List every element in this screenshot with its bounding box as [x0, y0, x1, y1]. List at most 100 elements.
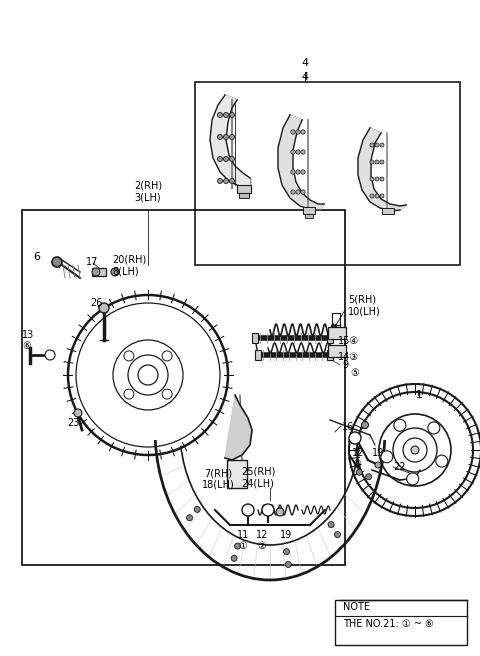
- Bar: [22, 210, 345, 565]
- Bar: [255, 350, 261, 360]
- Circle shape: [217, 178, 223, 184]
- Circle shape: [428, 422, 440, 434]
- Circle shape: [301, 150, 305, 154]
- Bar: [239, 193, 249, 198]
- Circle shape: [224, 134, 228, 140]
- Polygon shape: [225, 395, 252, 460]
- Circle shape: [361, 422, 369, 428]
- Circle shape: [285, 562, 291, 567]
- Text: 14③: 14③: [338, 352, 359, 362]
- Bar: [305, 214, 313, 218]
- Bar: [92, 268, 106, 276]
- Bar: [195, 82, 460, 265]
- Circle shape: [296, 150, 300, 154]
- Circle shape: [291, 190, 295, 194]
- Circle shape: [375, 160, 379, 164]
- Circle shape: [380, 194, 384, 198]
- Bar: [328, 345, 346, 357]
- Polygon shape: [210, 95, 250, 188]
- Text: NOTE: NOTE: [343, 602, 370, 612]
- Circle shape: [370, 194, 374, 198]
- Circle shape: [370, 177, 374, 181]
- Text: 4: 4: [301, 72, 309, 82]
- Bar: [327, 333, 333, 343]
- Circle shape: [380, 143, 384, 147]
- Bar: [252, 333, 258, 343]
- Circle shape: [276, 508, 284, 516]
- Circle shape: [224, 112, 228, 117]
- Circle shape: [224, 178, 228, 184]
- Circle shape: [375, 177, 379, 181]
- Polygon shape: [278, 115, 324, 210]
- Text: 1: 1: [416, 390, 423, 400]
- Text: 19: 19: [372, 448, 384, 458]
- Circle shape: [335, 531, 340, 537]
- Text: 13
⑥: 13 ⑥: [22, 330, 34, 351]
- Text: 12
②: 12 ②: [352, 448, 364, 469]
- Circle shape: [436, 455, 448, 467]
- Circle shape: [291, 130, 295, 134]
- Text: 5(RH)
10(LH): 5(RH) 10(LH): [348, 295, 381, 316]
- Circle shape: [366, 474, 372, 480]
- Circle shape: [380, 160, 384, 164]
- Circle shape: [411, 446, 419, 454]
- Circle shape: [231, 555, 237, 562]
- Circle shape: [356, 469, 362, 475]
- Bar: [237, 185, 251, 193]
- Circle shape: [52, 257, 62, 267]
- Circle shape: [194, 506, 200, 512]
- Circle shape: [229, 112, 235, 117]
- Text: 2(RH)
3(LH): 2(RH) 3(LH): [134, 181, 162, 202]
- Text: 6: 6: [33, 252, 40, 262]
- Bar: [327, 350, 333, 360]
- Circle shape: [124, 389, 134, 399]
- Circle shape: [217, 134, 223, 140]
- Text: 9: 9: [342, 360, 348, 370]
- Circle shape: [92, 268, 100, 276]
- Bar: [227, 460, 247, 488]
- Circle shape: [187, 515, 192, 521]
- Circle shape: [301, 190, 305, 194]
- Bar: [382, 208, 394, 214]
- Circle shape: [407, 473, 419, 485]
- Text: 23: 23: [67, 418, 79, 428]
- Circle shape: [291, 170, 295, 174]
- Circle shape: [301, 130, 305, 134]
- Text: THE NO.21: ① ~ ⑥: THE NO.21: ① ~ ⑥: [343, 619, 434, 629]
- Circle shape: [99, 303, 109, 313]
- Circle shape: [296, 130, 300, 134]
- Circle shape: [162, 389, 172, 399]
- Text: 19: 19: [280, 530, 292, 540]
- Text: ⑤: ⑤: [350, 368, 359, 378]
- Circle shape: [229, 134, 235, 140]
- Text: 22: 22: [393, 462, 406, 472]
- Circle shape: [375, 143, 379, 147]
- Circle shape: [296, 170, 300, 174]
- Text: 25(RH)
24(LH): 25(RH) 24(LH): [241, 467, 275, 488]
- Polygon shape: [358, 128, 406, 211]
- Circle shape: [381, 451, 393, 462]
- Circle shape: [375, 462, 381, 468]
- Circle shape: [262, 504, 274, 516]
- Circle shape: [217, 112, 223, 117]
- Bar: [303, 207, 315, 214]
- Circle shape: [111, 268, 119, 276]
- Circle shape: [394, 419, 406, 431]
- Circle shape: [242, 504, 254, 516]
- Circle shape: [229, 157, 235, 161]
- Circle shape: [224, 157, 228, 161]
- Bar: [328, 327, 346, 339]
- Circle shape: [45, 350, 55, 360]
- Circle shape: [349, 432, 361, 444]
- Circle shape: [370, 160, 374, 164]
- Text: 4: 4: [301, 58, 309, 68]
- Circle shape: [291, 150, 295, 154]
- Text: 15④: 15④: [338, 336, 359, 346]
- Circle shape: [124, 351, 134, 361]
- Circle shape: [284, 548, 289, 554]
- Bar: [335, 600, 467, 645]
- Text: 12
②: 12 ②: [256, 530, 268, 551]
- Circle shape: [296, 190, 300, 194]
- Circle shape: [74, 409, 82, 417]
- Text: 16: 16: [342, 422, 354, 432]
